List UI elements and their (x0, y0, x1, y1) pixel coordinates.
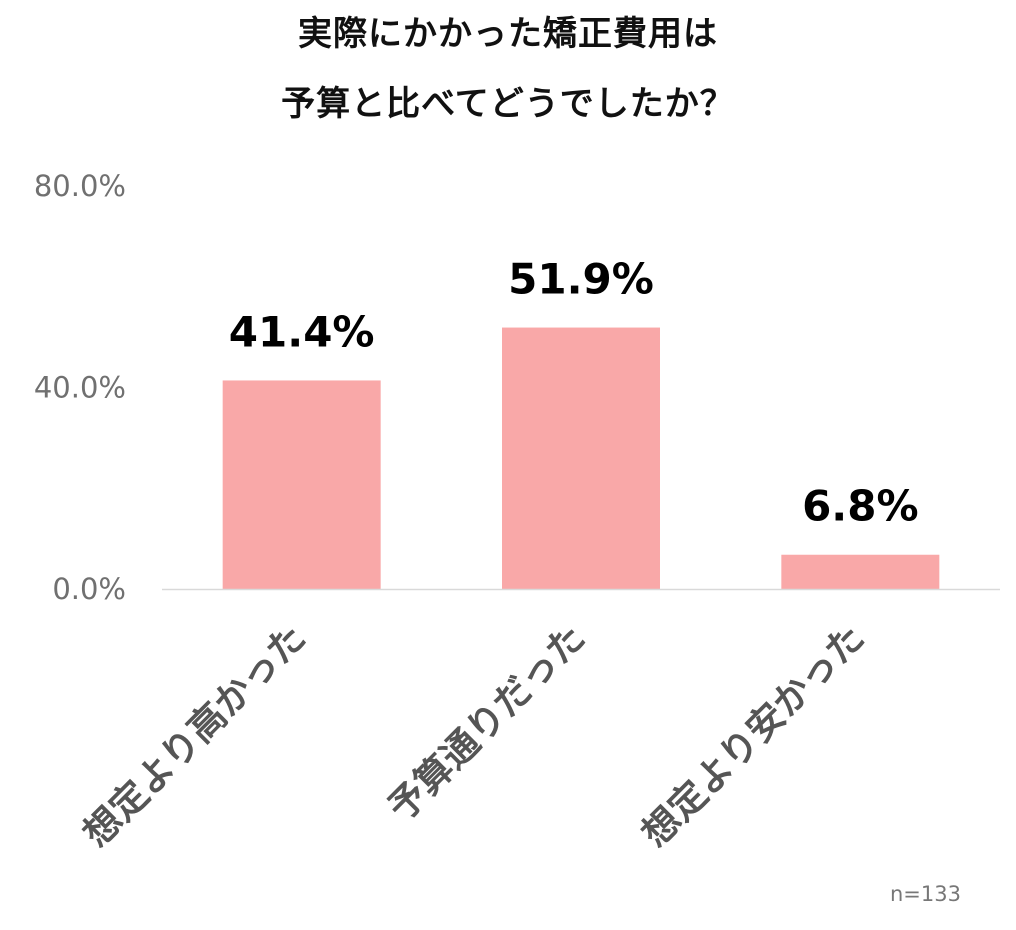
chart-title-line-2: 予算と比べてどうでしたか？ (281, 84, 735, 124)
data-label: 51.9% (508, 255, 654, 304)
chart-title-line-1: 実際にかかった矯正費用は (298, 14, 718, 54)
data-label: 41.4% (229, 307, 375, 356)
sample-size-note: n=133 (890, 882, 961, 906)
bar (222, 380, 381, 589)
bar (502, 327, 660, 589)
data-label: 6.8% (802, 482, 918, 531)
bar (781, 554, 940, 589)
y-tick-label: 80.0% (34, 169, 126, 203)
y-tick-label: 0.0% (52, 572, 126, 606)
x-tick-label: 想定より高かった (75, 616, 314, 855)
y-tick-label: 40.0% (34, 371, 126, 405)
x-tick-label: 予算通りだった (380, 616, 594, 830)
x-tick-label: 想定より安かった (634, 616, 873, 855)
